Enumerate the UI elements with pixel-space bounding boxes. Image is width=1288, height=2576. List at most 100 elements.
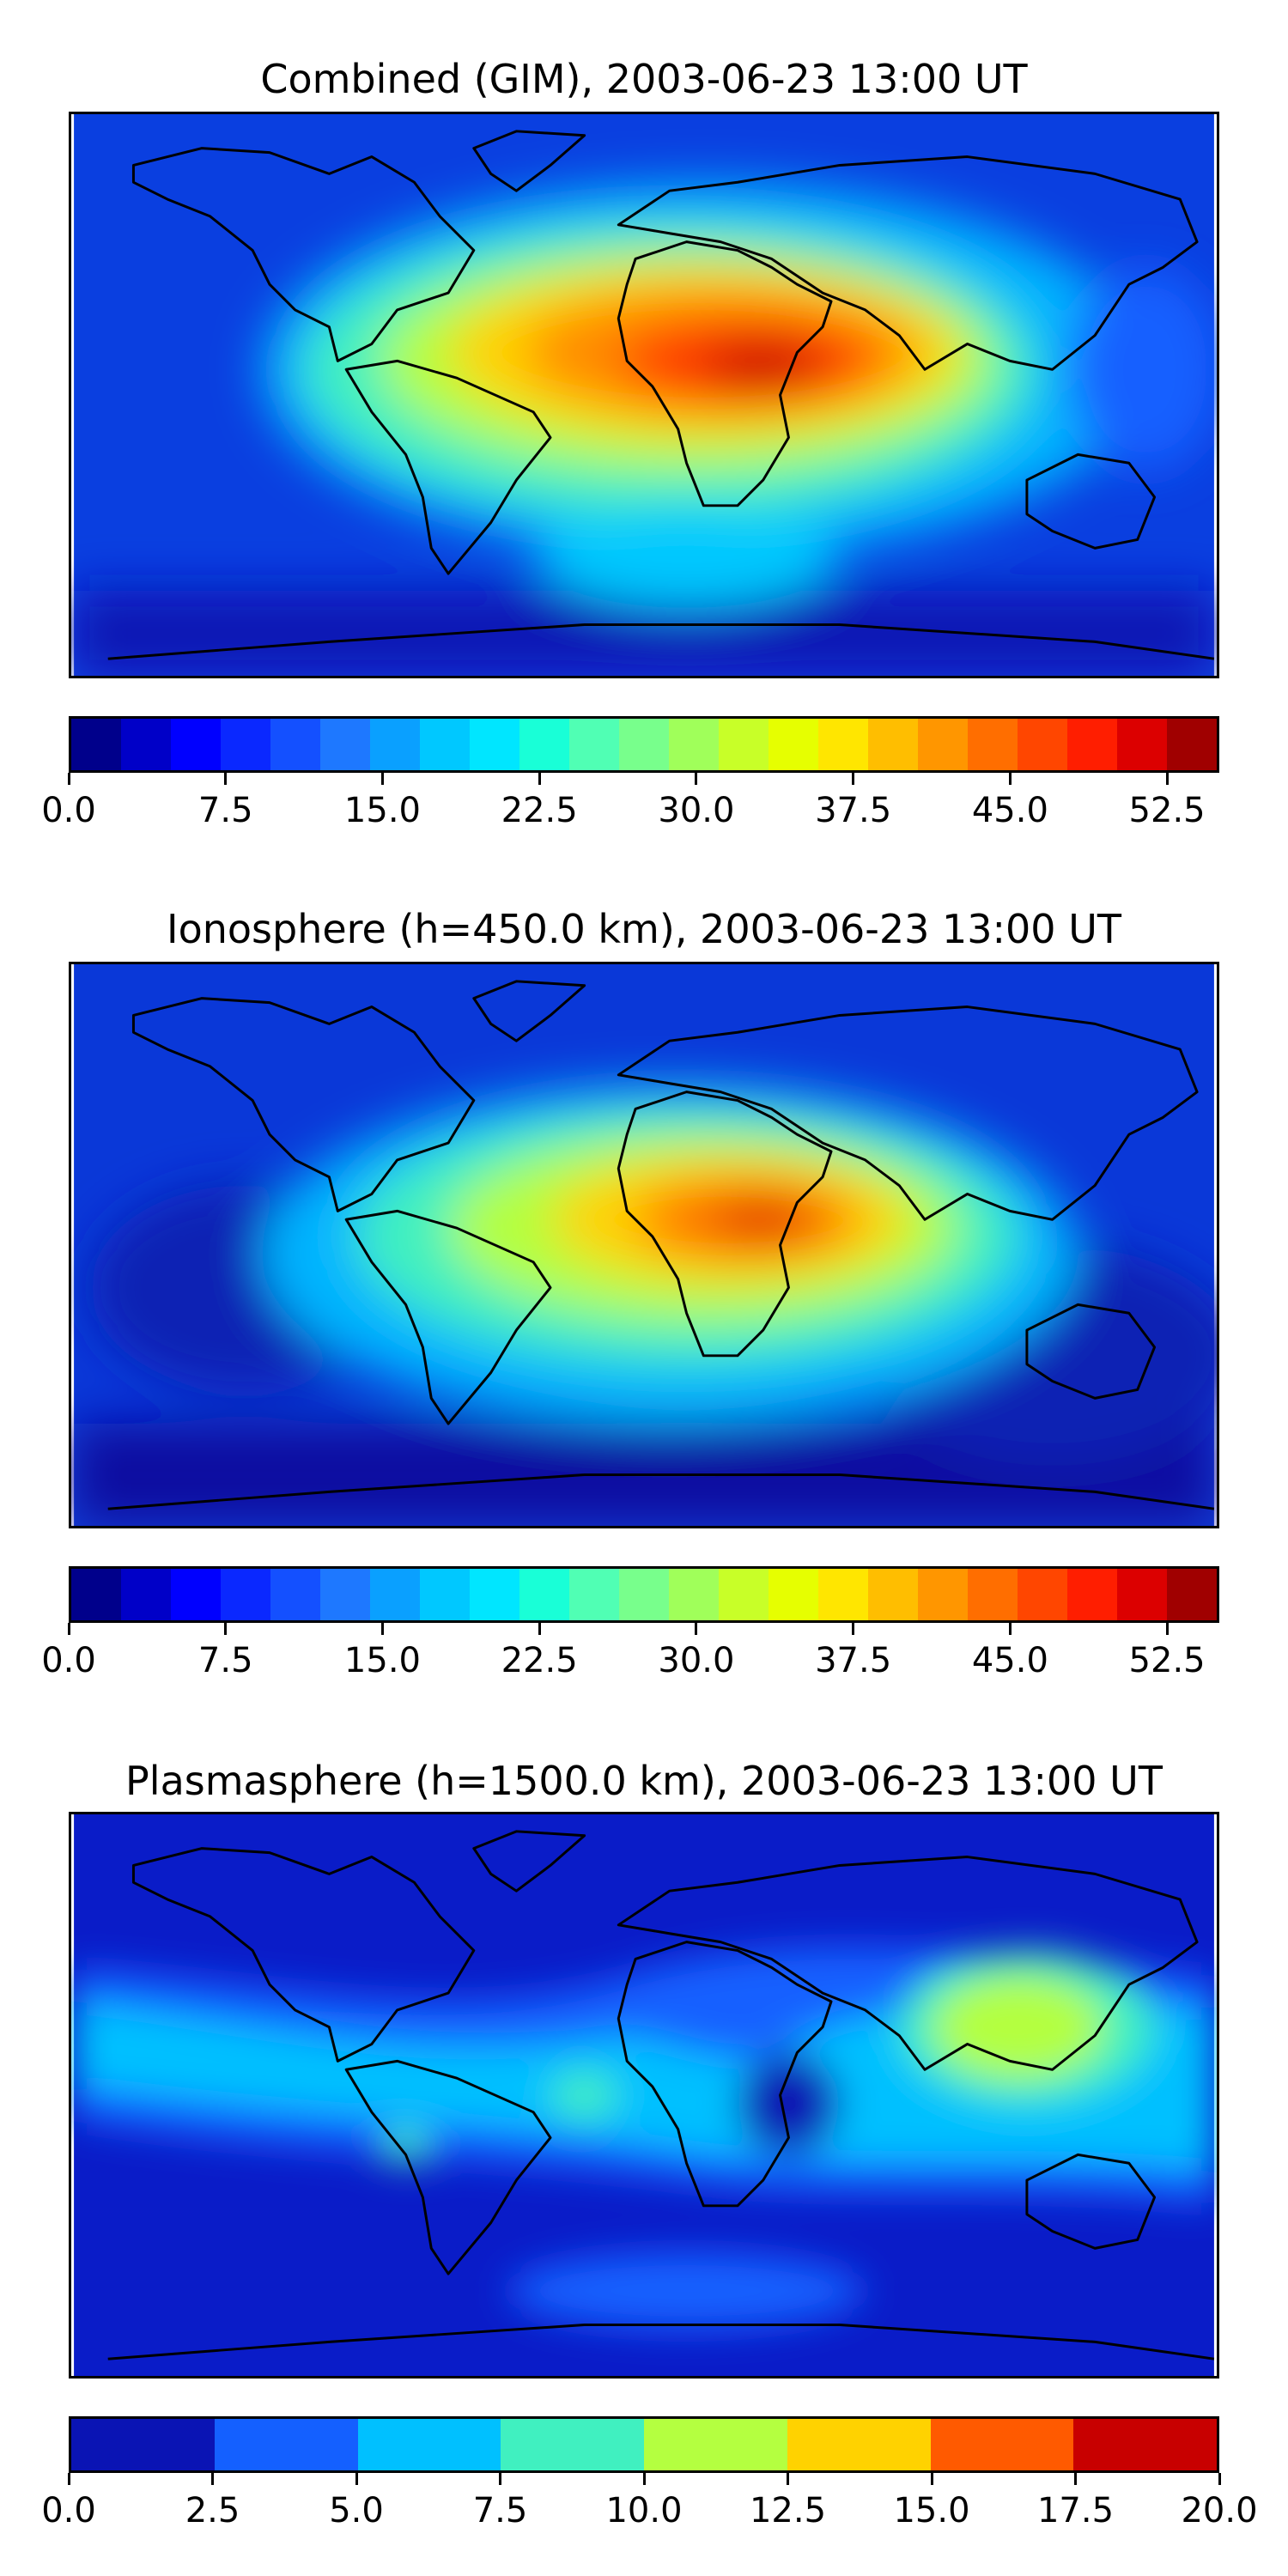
coastline-path [617, 1091, 833, 1358]
panel-title-ionosphere: Ionosphere (h=450.0 km), 2003-06-23 13:0… [167, 906, 1121, 952]
colorbar-ticks-ionosphere: 0.0 7.5 15.0 22.5 30.0 37.5 45.0 52.5 [41, 1623, 1219, 1680]
colorbar-tick [538, 1623, 541, 1635]
map-ionosphere [69, 962, 1219, 1528]
coastline-path [617, 155, 1199, 371]
colorbar-segment [519, 1569, 569, 1620]
colorbar-segment [71, 719, 121, 770]
colorbar-segment [320, 1569, 370, 1620]
colorbar-segment [121, 1569, 171, 1620]
colorbar-segment [719, 1569, 769, 1620]
colorbar-tick-label: 12.5 [749, 2491, 827, 2530]
colorbar-segment [930, 2419, 1074, 2470]
colorbar-tick-label: 22.5 [501, 1641, 578, 1680]
colorbar-tick [224, 773, 228, 785]
colorbar-tick [355, 2473, 358, 2485]
colorbar-tick [224, 1623, 228, 1635]
colorbar-segment [769, 719, 818, 770]
colorbar-segment [769, 1569, 818, 1620]
coastline-path [1025, 2153, 1157, 2250]
colorbar-segment [420, 1569, 470, 1620]
map-plasmasphere [69, 1812, 1219, 2379]
colorbar-tick [211, 2473, 214, 2485]
panel-title-plasmasphere: Plasmasphere (h=1500.0 km), 2003-06-23 1… [125, 1758, 1163, 1804]
colorbar-segment [420, 719, 470, 770]
colorbar-ionosphere [69, 1566, 1219, 1623]
colorbar-tick [1008, 773, 1012, 785]
colorbar-tick-label: 15.0 [893, 2491, 970, 2530]
coastline-path [107, 623, 1215, 660]
colorbar-segment [370, 719, 420, 770]
colorbar-tick-label: 15.0 [343, 1641, 421, 1680]
colorbar-segment [71, 1569, 121, 1620]
tec-field [74, 182, 1217, 676]
colorbar-segment [357, 2419, 501, 2470]
coastline-path [107, 2324, 1215, 2360]
coastline-path [131, 997, 476, 1212]
coastlines [107, 980, 1215, 1510]
colorbar-tick [1165, 1623, 1169, 1635]
map-svg [74, 964, 1217, 1526]
colorbar-segment [818, 719, 868, 770]
coastline-path [344, 359, 552, 575]
colorbar-segment [968, 719, 1018, 770]
colorbar-tick [1165, 773, 1169, 785]
colorbar-segment [320, 719, 370, 770]
colorbar-ticks-plasmasphere: 0.0 2.5 5.0 7.5 10.0 12.5 15.0 17.5 20.0 [41, 2473, 1258, 2530]
colorbar-tick [499, 2473, 501, 2485]
coastline-path [1025, 1303, 1157, 1400]
coastlines [107, 1830, 1215, 2360]
colorbar-tick [787, 2473, 789, 2485]
coastline-path [107, 1473, 1215, 1510]
colorbar-tick-label: 45.0 [971, 1641, 1048, 1680]
colorbar-tick-label: 0.0 [41, 1641, 96, 1680]
colorbar-tick-label: 7.5 [472, 2491, 528, 2530]
coastlines [107, 130, 1215, 660]
colorbar-tick-label: 37.5 [815, 791, 892, 830]
colorbar-tick-label: 37.5 [815, 1641, 892, 1680]
colorbar-segment [121, 719, 171, 770]
colorbar-combined [69, 716, 1219, 773]
colorbar-tick-label: 52.5 [1128, 1641, 1206, 1680]
colorbar-segment [569, 719, 619, 770]
coastline-path [472, 980, 586, 1042]
colorbar-segment [569, 1569, 619, 1620]
colorbar-segment [519, 719, 569, 770]
colorbar-segment [370, 1569, 420, 1620]
colorbar-tick [695, 773, 698, 785]
colorbar-segment [787, 2419, 931, 2470]
colorbar-tick-label: 7.5 [197, 1641, 253, 1680]
colorbar-segment [1067, 719, 1117, 770]
colorbar-tick-label: 0.0 [41, 2491, 96, 2530]
tec-field [74, 1946, 1214, 2330]
colorbar-segment [221, 1569, 270, 1620]
colorbar-segment [171, 1569, 221, 1620]
colorbar-segment [868, 1569, 918, 1620]
colorbar-segment [619, 1569, 669, 1620]
coastline-path [131, 1847, 476, 2063]
coastline-path [1025, 453, 1157, 550]
colorbar-segment [968, 1569, 1018, 1620]
coastline-path [617, 1941, 833, 2208]
colorbar-segment [470, 719, 519, 770]
colorbar-tick [380, 1623, 384, 1635]
colorbar-tick [930, 2473, 933, 2485]
colorbar-tick-label: 45.0 [971, 791, 1048, 830]
coastline-path [617, 1005, 1199, 1221]
colorbar-tick-label: 30.0 [658, 791, 735, 830]
colorbar-segment [270, 719, 320, 770]
colorbar-tick-label: 52.5 [1128, 791, 1206, 830]
colorbar-segment [1167, 719, 1217, 770]
coastline-path [344, 1209, 552, 1425]
coastline-path [617, 1856, 1199, 2071]
colorbar-segment [818, 1569, 868, 1620]
colorbar-tick-label: 20.0 [1181, 2491, 1258, 2530]
map-svg [74, 1814, 1215, 2376]
colorbar-segment [221, 719, 270, 770]
colorbar-tick [642, 2473, 646, 2485]
colorbar-tick-label: 17.5 [1036, 2491, 1115, 2530]
colorbar-segment [918, 719, 968, 770]
colorbar-tick [852, 773, 855, 785]
coastline-path [617, 240, 833, 507]
colorbar-segment [1167, 1569, 1217, 1620]
colorbar-tick-label: 2.5 [185, 2491, 240, 2530]
